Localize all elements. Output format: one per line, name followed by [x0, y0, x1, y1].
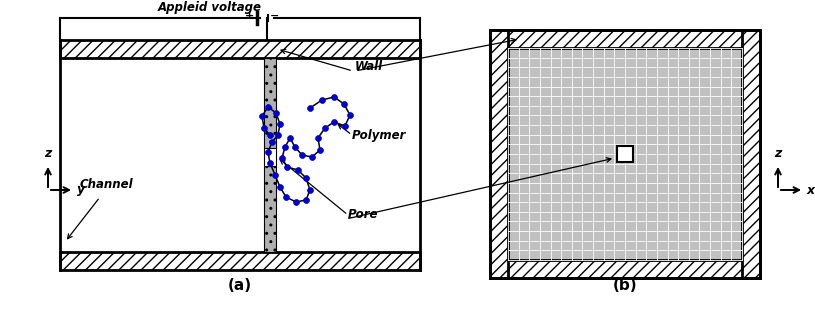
Text: y: y — [77, 184, 85, 197]
Point — [303, 187, 316, 192]
Bar — [508, 48, 742, 260]
Point — [303, 106, 316, 111]
Point — [262, 105, 275, 110]
Point — [271, 133, 284, 138]
Point — [268, 172, 281, 178]
Text: +: + — [244, 11, 253, 21]
Bar — [490, 30, 760, 48]
Point — [289, 145, 302, 150]
Point — [306, 154, 319, 159]
Point — [292, 167, 305, 172]
Bar — [264, 148, 276, 166]
Point — [319, 126, 332, 131]
Point — [275, 155, 289, 160]
Point — [284, 135, 297, 140]
Text: Polymer: Polymer — [352, 128, 407, 141]
Point — [270, 110, 283, 115]
Bar — [60, 252, 420, 270]
Point — [258, 126, 271, 131]
Text: (b): (b) — [613, 278, 637, 293]
Point — [337, 101, 350, 107]
Bar — [490, 30, 760, 278]
Point — [280, 165, 293, 170]
Point — [266, 139, 279, 145]
Point — [289, 199, 302, 204]
Text: z: z — [44, 147, 51, 160]
Text: z: z — [774, 147, 782, 160]
Point — [328, 120, 341, 125]
Point — [314, 147, 327, 152]
Bar — [490, 260, 760, 278]
Point — [311, 135, 324, 140]
Text: −: − — [271, 11, 280, 21]
Point — [263, 160, 276, 165]
Point — [315, 97, 328, 102]
Point — [296, 152, 309, 158]
Point — [262, 149, 275, 154]
Text: Pore: Pore — [348, 209, 378, 222]
Text: x: x — [807, 184, 815, 197]
Point — [279, 145, 292, 150]
Bar — [264, 58, 276, 148]
Point — [328, 94, 341, 100]
Point — [343, 113, 356, 118]
Bar — [264, 166, 276, 252]
Text: Channel: Channel — [80, 178, 134, 191]
Point — [274, 184, 287, 190]
Point — [299, 176, 312, 181]
Bar — [60, 40, 420, 58]
Point — [263, 133, 276, 138]
Point — [255, 113, 268, 119]
Text: Wall: Wall — [355, 61, 383, 74]
Bar — [617, 146, 633, 162]
Point — [274, 121, 287, 126]
Bar — [742, 30, 760, 278]
Point — [280, 194, 293, 199]
Text: Appleid voltage: Appleid voltage — [158, 2, 262, 15]
Text: (a): (a) — [228, 278, 252, 293]
Bar — [490, 30, 508, 278]
Point — [338, 123, 351, 128]
Point — [299, 197, 312, 203]
